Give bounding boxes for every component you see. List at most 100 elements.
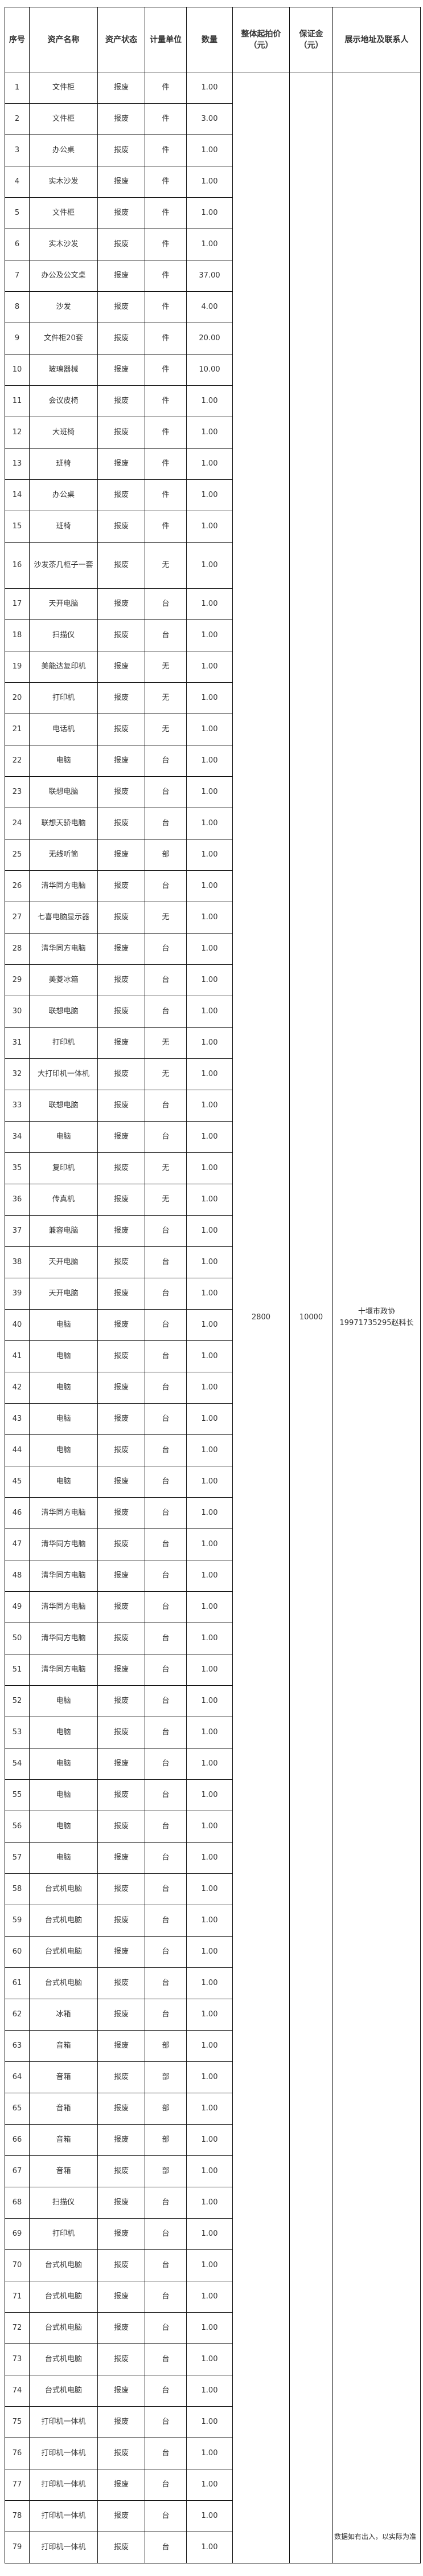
cell-name: 实木沙发	[29, 166, 98, 198]
table-row: 46 清华同方电脑 报废台 1.00	[5, 1497, 421, 1529]
cell-status: 报废	[97, 1779, 145, 1811]
cell-unit: 无	[145, 1152, 187, 1184]
table-row: 78 打印机一体机 报废台 1.00	[5, 2500, 421, 2532]
cell-status: 报废	[97, 479, 145, 511]
cell-unit: 台	[145, 588, 187, 620]
table-row: 42 电脑 报废台 1.00	[5, 1372, 421, 1404]
cell-unit: 台	[145, 1372, 187, 1404]
cell-status: 报废	[97, 166, 145, 198]
cell-qty: 1.00	[186, 1403, 233, 1435]
cell-unit: 件	[145, 323, 187, 354]
table-row: 48 清华同方电脑 报废台 1.00	[5, 1560, 421, 1592]
cell-qty: 1.00	[186, 1748, 233, 1780]
table-row: 69 打印机 报废台 1.00	[5, 2218, 421, 2250]
cell-status: 报废	[97, 2187, 145, 2219]
cell-status: 报废	[97, 291, 145, 323]
cell-qty: 1.00	[186, 2061, 233, 2093]
table-row: 50 清华同方电脑 报废台 1.00	[5, 1623, 421, 1654]
cell-status: 报废	[97, 2093, 145, 2125]
cell-status: 报废	[97, 2124, 145, 2156]
cell-unit: 台	[145, 1529, 187, 1560]
cell-name: 清华同方电脑	[29, 870, 98, 902]
cell-name: 电脑	[29, 1748, 98, 1780]
merged-start-price: 2800	[232, 72, 290, 2563]
cell-qty: 1.00	[186, 651, 233, 683]
cell-name: 台式机电脑	[29, 2343, 98, 2375]
cell-unit: 件	[145, 511, 187, 543]
table-row: 66 音箱 报废部 1.00	[5, 2124, 421, 2156]
cell-qty: 1.00	[186, 1999, 233, 2031]
cell-unit: 无	[145, 651, 187, 683]
cell-name: 电脑	[29, 1685, 98, 1717]
cell-status: 报废	[97, 2249, 145, 2281]
cell-index: 49	[5, 1591, 30, 1623]
cell-name: 电脑	[29, 1811, 98, 1843]
cell-unit: 台	[145, 1654, 187, 1686]
cell-status: 报废	[97, 417, 145, 449]
cell-status: 报废	[97, 2030, 145, 2062]
cell-qty: 1.00	[186, 1591, 233, 1623]
cell-index: 50	[5, 1623, 30, 1654]
cell-name: 电脑	[29, 1779, 98, 1811]
cell-qty: 1.00	[186, 588, 233, 620]
table-row: 35 复印机 报废无 1.00	[5, 1152, 421, 1184]
cell-index: 36	[5, 1184, 30, 1216]
table-row: 25 无线听筒 报废部 1.00	[5, 839, 421, 871]
cell-status: 报废	[97, 1842, 145, 1874]
table-row: 3 办公桌 报废件 1.00	[5, 134, 421, 166]
cell-index: 32	[5, 1058, 30, 1090]
asset-table: 序号 资产名称 资产状态 计量单位 数量 整体起拍价（元） 保证金（元） 展示地…	[5, 7, 421, 2563]
contact-place: 十堰市政协	[358, 1307, 395, 1316]
cell-qty: 1.00	[186, 1246, 233, 1278]
cell-qty: 1.00	[186, 1215, 233, 1247]
table-row: 14 办公桌 报废件 1.00	[5, 479, 421, 511]
cell-name: 兼容电脑	[29, 1215, 98, 1247]
cell-status: 报废	[97, 964, 145, 996]
cell-name: 打印机一体机	[29, 2532, 98, 2563]
cell-name: 扫描仪	[29, 2187, 98, 2219]
cell-name: 台式机电脑	[29, 2249, 98, 2281]
cell-unit: 部	[145, 2155, 187, 2187]
table-row: 73 台式机电脑 报废台 1.00	[5, 2343, 421, 2375]
cell-qty: 1.00	[186, 933, 233, 965]
cell-index: 78	[5, 2500, 30, 2532]
cell-unit: 台	[145, 2469, 187, 2501]
cell-name: 电脑	[29, 1403, 98, 1435]
cell-name: 清华同方电脑	[29, 1623, 98, 1654]
cell-unit: 台	[145, 2406, 187, 2438]
cell-unit: 无	[145, 1184, 187, 1216]
cell-unit: 台	[145, 745, 187, 777]
cell-status: 报废	[97, 2532, 145, 2563]
cell-index: 64	[5, 2061, 30, 2093]
cell-unit: 台	[145, 1434, 187, 1466]
table-row: 37 兼容电脑 报废台 1.00	[5, 1215, 421, 1247]
cell-index: 65	[5, 2093, 30, 2125]
cell-unit: 台	[145, 1309, 187, 1341]
cell-index: 38	[5, 1246, 30, 1278]
cell-status: 报废	[97, 2281, 145, 2313]
table-row: 34 电脑 报废台 1.00	[5, 1121, 421, 1153]
cell-status: 报废	[97, 1623, 145, 1654]
cell-qty: 1.00	[186, 902, 233, 934]
table-row: 68 扫描仪 报废台 1.00	[5, 2187, 421, 2219]
cell-name: 冰箱	[29, 1999, 98, 2031]
cell-index: 41	[5, 1340, 30, 1372]
cell-qty: 1.00	[186, 2343, 233, 2375]
table-row: 19 美能达复印机 报废无 1.00	[5, 651, 421, 683]
cell-status: 报废	[97, 2218, 145, 2250]
cell-index: 73	[5, 2343, 30, 2375]
cell-qty: 1.00	[186, 1685, 233, 1717]
cell-unit: 台	[145, 2218, 187, 2250]
table-row: 33 联想电脑 报废台 1.00	[5, 1090, 421, 1122]
cell-status: 报废	[97, 1999, 145, 2031]
cell-name: 台式机电脑	[29, 1873, 98, 1905]
cell-unit: 部	[145, 2030, 187, 2062]
cell-status: 报废	[97, 2406, 145, 2438]
cell-name: 电脑	[29, 1121, 98, 1153]
cell-qty: 1.00	[186, 2532, 233, 2563]
cell-unit: 件	[145, 229, 187, 260]
cell-status: 报废	[97, 2312, 145, 2344]
cell-unit: 台	[145, 1717, 187, 1748]
cell-name: 清华同方电脑	[29, 1529, 98, 1560]
cell-name: 清华同方电脑	[29, 1497, 98, 1529]
